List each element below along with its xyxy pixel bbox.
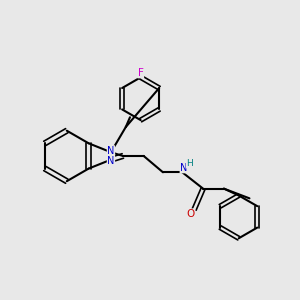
Text: F: F	[138, 68, 144, 78]
Text: N: N	[107, 146, 115, 156]
Text: N: N	[180, 163, 188, 173]
Text: H: H	[186, 159, 193, 168]
Text: O: O	[187, 209, 195, 219]
Text: N: N	[107, 156, 115, 166]
